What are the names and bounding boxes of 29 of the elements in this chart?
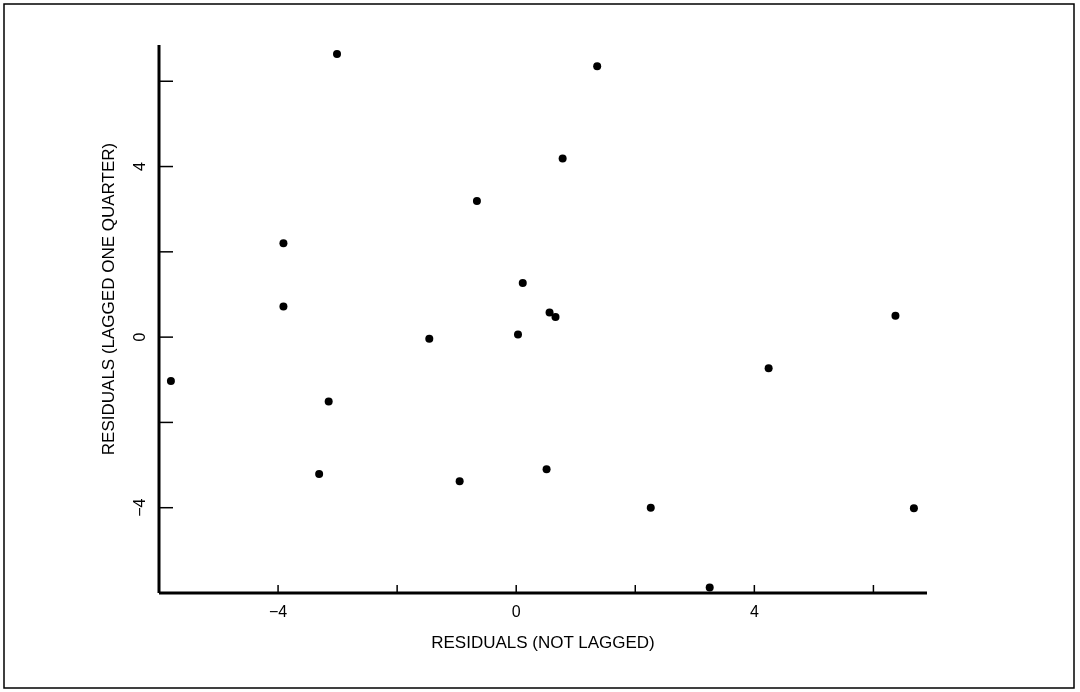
point bbox=[425, 334, 434, 343]
point bbox=[542, 465, 551, 474]
point bbox=[324, 397, 333, 406]
point bbox=[705, 583, 714, 592]
point bbox=[333, 49, 342, 58]
x-tick-label: 0 bbox=[511, 603, 521, 620]
point bbox=[455, 477, 464, 486]
point bbox=[891, 311, 900, 320]
x-tick-label: −4 bbox=[268, 603, 288, 620]
point bbox=[518, 278, 527, 287]
x-tick-label: 4 bbox=[749, 603, 759, 620]
x-axis-title: RESIDUALS (NOT LAGGED) bbox=[431, 633, 655, 652]
y-tick-label: 4 bbox=[131, 161, 148, 171]
point bbox=[315, 470, 324, 479]
point bbox=[472, 197, 481, 206]
point bbox=[558, 154, 567, 163]
point bbox=[279, 302, 288, 311]
point bbox=[551, 313, 560, 322]
point bbox=[593, 62, 602, 71]
point bbox=[909, 504, 918, 513]
point bbox=[514, 330, 522, 339]
point bbox=[166, 377, 175, 386]
point bbox=[764, 364, 773, 373]
y-tick-label: −4 bbox=[131, 498, 148, 517]
y-axis-title: RESIDUALS (LAGGED ONE QUARTER) bbox=[99, 142, 118, 456]
point bbox=[545, 308, 554, 317]
point bbox=[646, 503, 655, 512]
y-tick-label: 0 bbox=[131, 332, 148, 342]
point bbox=[279, 239, 288, 248]
